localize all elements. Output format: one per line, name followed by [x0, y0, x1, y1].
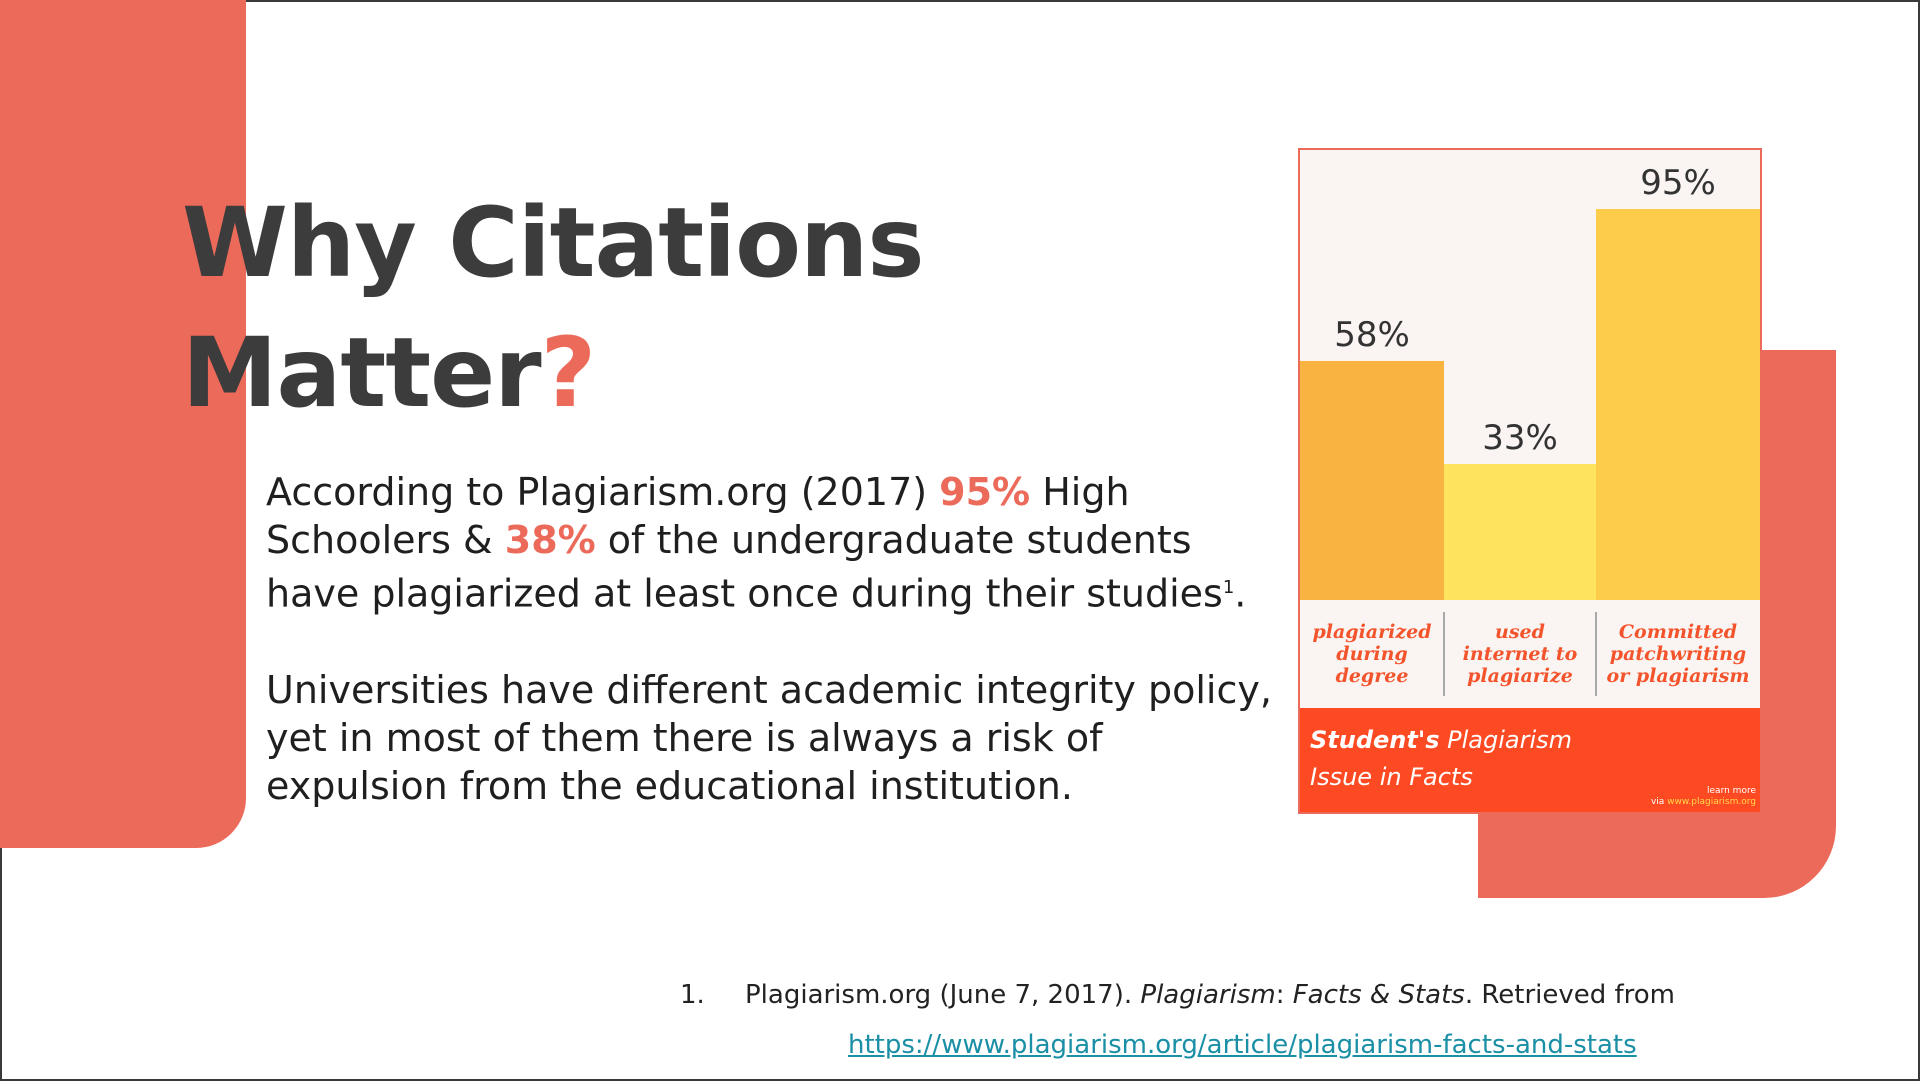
- paragraph-policy: Universities have different academic int…: [266, 667, 1272, 808]
- reference-text1: Plagiarism.org (June 7, 2017).: [745, 980, 1141, 1010]
- highlight-38: 38%: [504, 518, 596, 562]
- title-line1: Why Citations: [182, 187, 924, 299]
- bar-value-label-1: 58%: [1334, 315, 1410, 355]
- category-label-2: used internet to plagiarize: [1462, 621, 1578, 687]
- title-question-mark: ?: [540, 317, 597, 429]
- plagiarism-infographic: 58% 33% 95% plagiarized during degree used …: [1298, 148, 1762, 814]
- bar-value-label-2: 33%: [1482, 418, 1558, 458]
- reference-link[interactable]: https://www.plagiarism.org/article/plagi…: [848, 1030, 1637, 1060]
- bar-value-label-3: 95%: [1640, 163, 1716, 203]
- learn-more-site: www.plagiarism.org: [1667, 797, 1756, 807]
- highlight-95: 95%: [939, 470, 1031, 514]
- bar-1: [1300, 361, 1444, 600]
- paragraph-statistics: According to Plagiarism.org (2017) 95% H…: [266, 468, 1286, 618]
- infographic-footer: Student's Plagiarism Issue in Facts lear…: [1300, 708, 1760, 812]
- title-line2: Matter: [182, 317, 542, 429]
- bar-chart-area: 58% 33% 95%: [1300, 150, 1760, 600]
- category-separator: [1443, 612, 1445, 696]
- slide-title: Why Citations Matter?: [182, 178, 924, 438]
- infographic-title-bold: Student's: [1310, 726, 1440, 754]
- bar-2: [1444, 464, 1596, 600]
- infographic-title: Student's Plagiarism Issue in Facts: [1310, 722, 1630, 796]
- learn-more-text: learn more: [1707, 786, 1756, 796]
- category-separator: [1595, 612, 1597, 696]
- footnote-marker: 1: [1222, 577, 1235, 598]
- category-label-3: Committed patchwriting or plagiarism: [1606, 621, 1750, 687]
- para1-text4: .: [1234, 571, 1247, 616]
- learn-more-note: learn more via www.plagiarism.org: [1651, 786, 1756, 808]
- bar-3: [1596, 209, 1760, 600]
- left-accent-band: [0, 0, 246, 848]
- para1-text3: of the undergraduate students have plagi…: [266, 518, 1223, 616]
- reference-text2: :: [1275, 980, 1293, 1010]
- reference-text: Plagiarism.org (June 7, 2017). Plagiaris…: [745, 980, 1675, 1010]
- reference-italic2: Facts & Stats: [1292, 980, 1465, 1010]
- reference-number: 1.: [680, 980, 705, 1010]
- reference-italic1: Plagiarism: [1140, 980, 1276, 1010]
- infographic-title-rest: Plagiarism Issue in Facts: [1310, 726, 1573, 791]
- category-labels: plagiarized during degree used internet t…: [1300, 600, 1760, 708]
- learn-more-via: via: [1650, 797, 1668, 807]
- reference-text3: . Retrieved from: [1464, 980, 1676, 1010]
- category-label-1: plagiarized during degree: [1312, 621, 1432, 687]
- para1-text1: According to Plagiarism.org (2017): [266, 470, 940, 514]
- para1-text2: High Schoolers &: [266, 470, 1130, 562]
- body-text: According to Plagiarism.org (2017) 95% H…: [266, 468, 1286, 810]
